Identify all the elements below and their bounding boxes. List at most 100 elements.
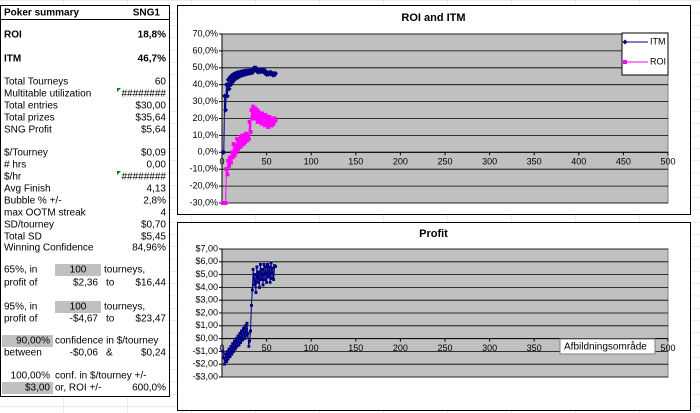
row-value: -$4,67 — [70, 314, 99, 325]
row-value: 18,8% — [138, 30, 166, 41]
y-tick-label: -$3,00 — [192, 371, 218, 381]
row-value: 46,7% — [138, 54, 166, 65]
series-line — [220, 65, 279, 155]
row-value: to — [106, 314, 115, 325]
y-tick-label: $6,00 — [195, 256, 218, 266]
row-label: profit of — [4, 314, 38, 325]
legend — [621, 32, 669, 76]
x-tick-label: 150 — [348, 157, 363, 167]
x-tick-label: 250 — [437, 157, 452, 167]
tooltip: Afbildningsområde — [564, 341, 647, 353]
row-label: $/hr — [4, 172, 22, 183]
row-value: 4,13 — [147, 184, 167, 195]
y-tick-label: $3,00 — [195, 295, 218, 305]
x-tick-label: 350 — [527, 343, 542, 353]
y-tick-label: -20,0% — [189, 180, 218, 190]
row-label: # hrs — [4, 160, 26, 171]
x-tick-label: 200 — [393, 157, 408, 167]
row-value: tourneys, — [104, 265, 145, 276]
row-value: 0,00 — [147, 160, 167, 171]
y-tick-label: $0,00 — [195, 333, 218, 343]
row-label: 100,00% — [11, 371, 51, 382]
row-label: ITM — [4, 54, 21, 65]
y-tick-label: $5,00 — [195, 269, 218, 279]
row-label: 65%, in — [4, 265, 37, 276]
summary-box — [0, 5, 170, 397]
row-label: Total SD — [4, 232, 42, 243]
input-cell — [55, 264, 101, 276]
y-tick-label: $7,00 — [195, 243, 218, 253]
row-label: Poker summary — [4, 8, 79, 19]
summary-header — [0, 5, 170, 20]
row-value: 60 — [155, 77, 167, 88]
row-value: $35,64 — [135, 113, 166, 124]
row-value: ######## — [122, 89, 167, 100]
comment-flag — [117, 88, 121, 92]
y-tick-label: 60,0% — [192, 45, 218, 55]
x-tick-label: 300 — [482, 157, 497, 167]
row-label: $/Tourney — [4, 148, 48, 159]
row-label: profit of — [4, 278, 38, 289]
x-tick-label: 50 — [262, 343, 272, 353]
chart-title: ROI and ITM — [401, 12, 465, 24]
y-tick-label: 10,0% — [192, 130, 218, 140]
x-tick-label: 300 — [482, 343, 497, 353]
y-tick-label: 0,0% — [197, 147, 218, 157]
row-value: & — [106, 348, 113, 359]
row-value: -$0,06 — [70, 348, 99, 359]
input-cell — [2, 335, 53, 347]
series-line — [220, 104, 278, 205]
row-label: Total prizes — [4, 113, 55, 124]
row-value: ######## — [122, 172, 167, 183]
row-value: $5,64 — [141, 125, 166, 136]
y-tick-label: -$1,00 — [192, 346, 218, 356]
row-value: $0,70 — [141, 220, 166, 231]
row-label: 90,00% — [16, 336, 50, 347]
tooltip-box — [559, 338, 656, 355]
row-value: conf. in $/tourney +/- — [55, 371, 146, 382]
x-tick-label: 500 — [660, 157, 675, 167]
y-tick-label: $4,00 — [195, 282, 218, 292]
series-line — [221, 261, 278, 366]
x-tick-label: 250 — [437, 343, 452, 353]
row-value: 4 — [160, 208, 166, 219]
row-value: $0,24 — [141, 348, 166, 359]
row-label: SNG Profit — [4, 125, 52, 136]
row-value: $0,09 — [141, 148, 166, 159]
y-tick-label: -30,0% — [189, 197, 218, 207]
row-label: max OOTM streak — [4, 208, 87, 219]
x-tick-label: 450 — [616, 157, 631, 167]
y-tick-label: 20,0% — [192, 113, 218, 123]
row-label: between — [4, 348, 42, 359]
row-value: 100 — [70, 302, 87, 313]
row-label: ROI — [4, 30, 22, 41]
row-value: $16,44 — [135, 278, 166, 289]
y-tick-label: 50,0% — [192, 62, 218, 72]
x-tick-label: 350 — [527, 157, 542, 167]
row-value: tourneys, — [104, 302, 145, 313]
x-tick-label: 150 — [348, 343, 363, 353]
x-tick-label: 400 — [571, 157, 586, 167]
y-tick-label: 70,0% — [192, 28, 218, 38]
row-label: Avg Finish — [4, 184, 51, 195]
comment-flag — [117, 171, 121, 175]
input-cell — [2, 382, 53, 394]
y-tick-label: $2,00 — [195, 307, 218, 317]
row-value: confidence in $/tourney — [55, 336, 158, 347]
x-tick-label: 0 — [219, 343, 224, 353]
chart-title: Profit — [419, 228, 448, 240]
input-cell — [55, 301, 101, 313]
x-tick-label: 0 — [219, 157, 224, 167]
row-label: SD/tourney — [4, 220, 54, 231]
x-tick-label: 500 — [660, 343, 675, 353]
row-value: $5,45 — [141, 232, 166, 243]
row-label: $3,00 — [25, 383, 50, 394]
legend-label: ROI — [650, 56, 666, 66]
row-label: Bubble % +/- — [4, 196, 62, 207]
y-tick-label: $1,00 — [195, 320, 218, 330]
row-value: or, ROI +/- — [55, 383, 101, 394]
x-tick-label: 200 — [393, 343, 408, 353]
row-label: Total Tourneys — [4, 77, 68, 88]
